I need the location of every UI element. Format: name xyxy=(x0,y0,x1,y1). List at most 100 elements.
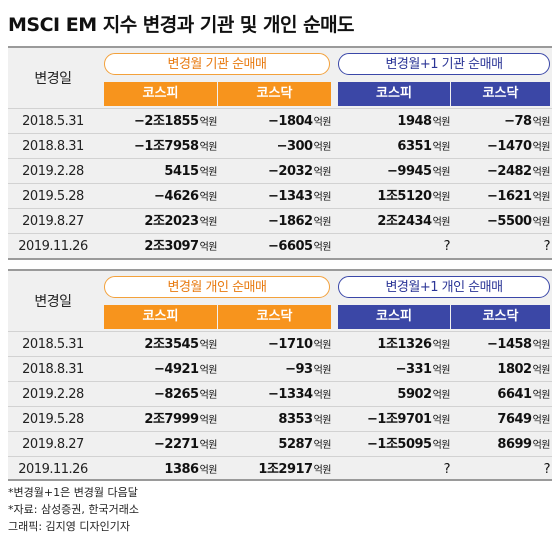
row-date: 2018.8.31 xyxy=(22,139,84,154)
value-cell: 2조2434억원 xyxy=(338,209,450,234)
value-number: −78 xyxy=(504,114,532,129)
value-cell: −2조1855억원 xyxy=(104,109,218,134)
value-cell: −93억원 xyxy=(218,357,331,382)
value-number: −1470 xyxy=(487,139,532,154)
table-row: 2018.5.31 −2조1855억원 −1804억원 1948억원 −78억원 xyxy=(8,108,552,134)
value-cell: −5500억원 xyxy=(451,209,550,234)
value-cell: 2조2023억원 xyxy=(104,209,217,234)
value-number: −1804 xyxy=(268,114,313,129)
table-row: 2018.8.31 −4921억원 −93억원 −331억원 1802억원 xyxy=(8,356,552,382)
value-cell: 2조3545억원 xyxy=(104,332,217,357)
value-cell: −1621억원 xyxy=(451,184,550,209)
value-unit: 억원 xyxy=(532,390,551,401)
value-cell: −300억원 xyxy=(218,134,332,159)
value-cell: 6351억원 xyxy=(338,134,450,159)
group-header-next-month: 변경월+1 기관 순매매 xyxy=(338,53,550,75)
value-cell: 5287억원 xyxy=(218,432,331,457)
value-cell: −2482억원 xyxy=(451,159,550,184)
value-number: −2032 xyxy=(268,164,313,179)
value-number: 2조3545 xyxy=(144,337,199,352)
value-unit: 억원 xyxy=(432,440,451,451)
value-unit: 억원 xyxy=(432,117,451,128)
group-header-current-month: 변경월 개인 순매매 xyxy=(104,276,330,298)
value-number: ? xyxy=(443,462,451,477)
value-cell: 1802억원 xyxy=(451,357,550,382)
value-number: 6351 xyxy=(397,139,432,154)
value-cell: ? xyxy=(451,234,551,259)
value-cell: −1710억원 xyxy=(218,332,331,357)
column-header: 코스닥 xyxy=(451,305,550,329)
value-cell: 1조5120억원 xyxy=(338,184,450,209)
value-unit: 억원 xyxy=(199,340,218,351)
value-number: 5287 xyxy=(278,437,313,452)
value-unit: 억원 xyxy=(313,440,332,451)
column-header: 코스피 xyxy=(338,305,450,329)
value-cell: −4921억원 xyxy=(104,357,217,382)
column-header: 코스피 xyxy=(104,305,217,329)
value-number: ? xyxy=(443,239,451,254)
value-unit: 억원 xyxy=(313,242,332,253)
value-number: ? xyxy=(543,239,551,254)
value-cell: −4626억원 xyxy=(104,184,217,209)
value-number: 1조2917 xyxy=(258,462,313,477)
value-cell: ? xyxy=(338,457,451,482)
value-number: −2271 xyxy=(154,437,199,452)
column-header: 코스피 xyxy=(104,82,217,106)
table-row: 2019.2.28 −8265억원 −1334억원 5902억원 6641억원 xyxy=(8,381,552,407)
value-unit: 억원 xyxy=(532,142,551,153)
value-number: 2조7999 xyxy=(144,412,199,427)
group-header-next-month: 변경월+1 개인 순매매 xyxy=(338,276,550,298)
value-cell: −1조7958억원 xyxy=(104,134,218,159)
value-unit: 억원 xyxy=(532,217,551,228)
value-cell: −1862억원 xyxy=(218,209,331,234)
row-date: 2019.11.26 xyxy=(18,239,88,254)
value-number: 2조2434 xyxy=(377,214,432,229)
row-date: 2019.8.27 xyxy=(22,214,84,229)
value-number: 7649 xyxy=(497,412,532,427)
value-unit: 억원 xyxy=(313,192,332,203)
table-row: 2018.5.31 2조3545억원 −1710억원 1조1326억원 −1458억원 xyxy=(8,331,552,357)
value-number: 8353 xyxy=(278,412,313,427)
value-unit: 억원 xyxy=(199,440,218,451)
value-cell: 8699억원 xyxy=(451,432,550,457)
value-unit: 억원 xyxy=(432,192,451,203)
value-cell: −78억원 xyxy=(451,109,550,134)
value-unit: 억원 xyxy=(199,217,218,228)
value-number: −2조1855 xyxy=(134,114,199,129)
value-unit: 억원 xyxy=(532,192,551,203)
column-header: 코스피 xyxy=(338,82,450,106)
value-number: −8265 xyxy=(154,387,199,402)
row-date: 2019.2.28 xyxy=(22,387,84,402)
value-number: 1조1326 xyxy=(377,337,432,352)
value-unit: 억원 xyxy=(199,415,218,426)
value-unit: 억원 xyxy=(313,167,332,178)
value-cell: 1948억원 xyxy=(338,109,450,134)
value-number: −5500 xyxy=(487,214,532,229)
column-header: 코스닥 xyxy=(218,305,331,329)
value-number: −1334 xyxy=(268,387,313,402)
value-number: 5902 xyxy=(397,387,432,402)
value-unit: 억원 xyxy=(313,415,332,426)
row-date: 2019.5.28 xyxy=(22,189,84,204)
value-cell: −1458억원 xyxy=(451,332,550,357)
table-row: 2019.8.27 −2271억원 5287억원 −1조5095억원 8699억원 xyxy=(8,431,552,457)
footnotes: *변경월+1은 변경월 다음달 *자료: 삼성증권, 한국거래소 그래픽: 김지… xyxy=(8,484,139,535)
value-cell: −1343억원 xyxy=(218,184,331,209)
table-row: 2019.11.26 1386억원 1조2917억원?? xyxy=(8,456,552,482)
footnote-credit: 그래픽: 김지영 디자인기자 xyxy=(8,520,131,533)
table-row: 2019.11.26 2조3097억원 −6605억원?? xyxy=(8,233,552,259)
row-date: 2019.8.27 xyxy=(22,437,84,452)
value-number: −331 xyxy=(395,362,433,377)
row-date: 2019.2.28 xyxy=(22,164,84,179)
value-number: −9945 xyxy=(387,164,432,179)
value-number: −1343 xyxy=(268,189,313,204)
value-cell: −1조5095억원 xyxy=(338,432,451,457)
value-unit: 억원 xyxy=(532,340,551,351)
table-row: 2019.5.28 2조7999억원 8353억원 −1조9701억원 7649억원 xyxy=(8,406,552,432)
value-cell: ? xyxy=(451,457,551,482)
value-number: −1458 xyxy=(487,337,532,352)
column-header: 코스닥 xyxy=(218,82,331,106)
value-number: −1조5095 xyxy=(367,437,432,452)
value-unit: 억원 xyxy=(532,167,551,178)
value-unit: 억원 xyxy=(313,340,332,351)
